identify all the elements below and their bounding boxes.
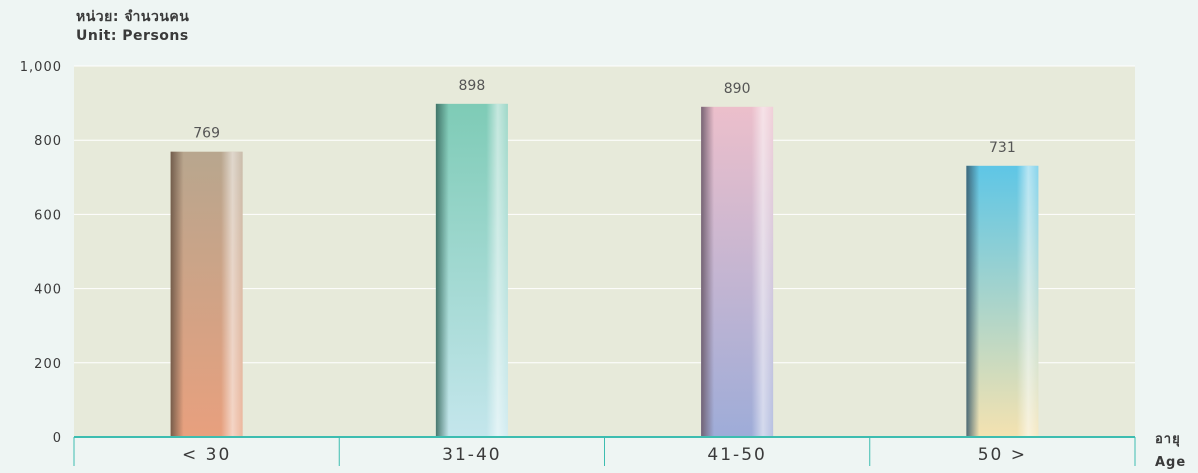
bar-1 (170, 151, 243, 438)
bar-shading (701, 106, 774, 437)
bars (170, 103, 1039, 438)
data-labels: 769 898 890 731 (193, 78, 1015, 156)
bar-2 (435, 103, 508, 437)
x-tick-label: 31-40 (442, 445, 501, 465)
data-label: 890 (724, 81, 751, 97)
x-axis-word-english: Age (1155, 455, 1186, 470)
x-axis-word-thai: อายุ (1155, 432, 1181, 447)
data-label: 898 (459, 78, 486, 94)
y-tick-label: 0 (53, 431, 62, 446)
y-tick-label: 1,000 (20, 60, 62, 75)
x-tick-label: 50 > (978, 445, 1027, 465)
y-tick-label: 400 (34, 283, 62, 298)
y-tick-label: 800 (34, 134, 62, 149)
bar-3 (701, 106, 774, 437)
bar-shading (170, 151, 243, 438)
x-tick-label: < 30 (182, 445, 231, 465)
plot-background (74, 66, 1135, 437)
gridlines (74, 65, 1135, 364)
y-tick-label: 200 (34, 357, 62, 372)
bar-shading (435, 103, 508, 437)
bar-shading (966, 165, 1039, 437)
data-label: 769 (193, 126, 220, 142)
x-tick-label: 41-50 (707, 445, 766, 465)
x-axis: < 30 31-40 41-50 50 > (73, 436, 1136, 466)
y-tick-label: 600 (34, 208, 62, 223)
unit-label-thai: หน่วย: จำนวนคน (76, 9, 190, 25)
unit-label-english: Unit: Persons (76, 28, 189, 44)
data-label: 731 (989, 140, 1016, 156)
bar-4 (966, 165, 1039, 437)
y-axis-ticks: 0 200 400 600 800 1,000 (20, 60, 62, 446)
